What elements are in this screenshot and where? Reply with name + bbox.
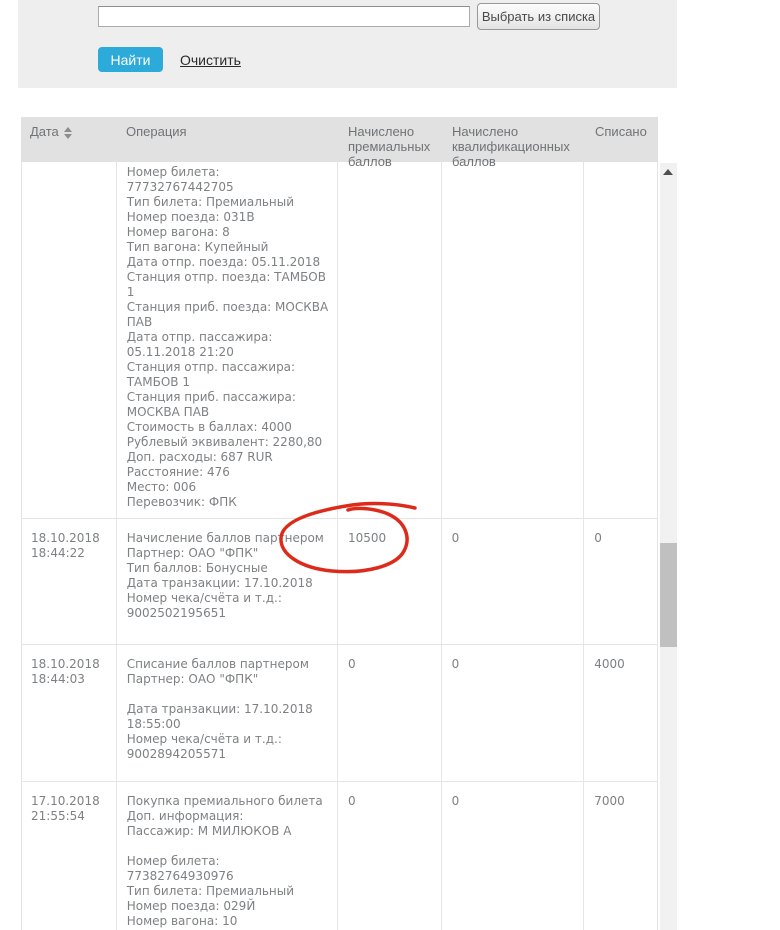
cell-date: 18.10.2018 18:44:03 — [22, 645, 117, 781]
table-row: 17.10.2018 21:55:54 Покупка премиального… — [22, 781, 657, 930]
cell-debited: 0 — [594, 531, 602, 545]
cell-premium-points: 10500 — [338, 519, 442, 644]
table-row: Номер билета: 77732767442705 Тип билета:… — [22, 162, 657, 518]
scrollbar-thumb[interactable] — [660, 543, 677, 647]
header-debited: Списано — [595, 124, 647, 139]
cell-operation: Списание баллов партнером Партнер: ОАО "… — [117, 645, 338, 781]
header-qualification-points: Начислено квалификационных баллов — [452, 124, 570, 169]
find-button[interactable]: Найти — [98, 47, 163, 72]
clear-link[interactable]: Очистить — [180, 52, 241, 68]
cell-operation: Покупка премиального билета Доп. информа… — [117, 782, 338, 930]
cell-date: 17.10.2018 21:55:54 — [22, 782, 117, 930]
cell-premium-points: 0 — [338, 782, 442, 930]
cell-operation: Начисление баллов партнером Партнер: ОАО… — [117, 519, 338, 644]
table-header: Дата Операция Начислено премиальных балл… — [21, 117, 658, 169]
header-date-label: Дата — [30, 124, 59, 139]
sort-icon[interactable] — [63, 127, 72, 139]
table-body: Номер билета: 77732767442705 Тип билета:… — [21, 162, 658, 930]
cell-debited: 7000 — [594, 794, 625, 808]
search-input[interactable] — [98, 6, 470, 27]
cell-date: 18.10.2018 18:44:22 — [22, 519, 117, 644]
scroll-up-icon[interactable] — [663, 169, 673, 175]
cell-debited: 4000 — [594, 657, 625, 671]
header-operation: Операция — [126, 124, 187, 139]
header-date[interactable]: Дата — [21, 117, 116, 162]
header-premium-points: Начислено премиальных баллов — [348, 124, 431, 169]
table-row: 18.10.2018 18:44:03 Списание баллов парт… — [22, 644, 657, 781]
cell-qualification-points: 0 — [442, 519, 585, 644]
table-scrollbar[interactable] — [660, 163, 677, 930]
cell-operation: Номер билета: 77732767442705 Тип билета:… — [117, 162, 338, 518]
cell-date — [22, 162, 117, 518]
cell-premium-points: 0 — [338, 645, 442, 781]
table-row: 18.10.2018 18:44:22 Начисление баллов па… — [22, 518, 657, 644]
cell-premium-points — [338, 162, 442, 518]
transactions-table: Дата Операция Начислено премиальных балл… — [21, 117, 658, 930]
cell-qualification-points — [442, 162, 585, 518]
cell-qualification-points: 0 — [442, 782, 585, 930]
cell-qualification-points: 0 — [442, 645, 585, 781]
cell-debited — [584, 162, 657, 518]
select-from-list-button[interactable]: Выбрать из списка — [477, 3, 600, 30]
search-panel: Выбрать из списка Найти Очистить — [18, 0, 677, 88]
